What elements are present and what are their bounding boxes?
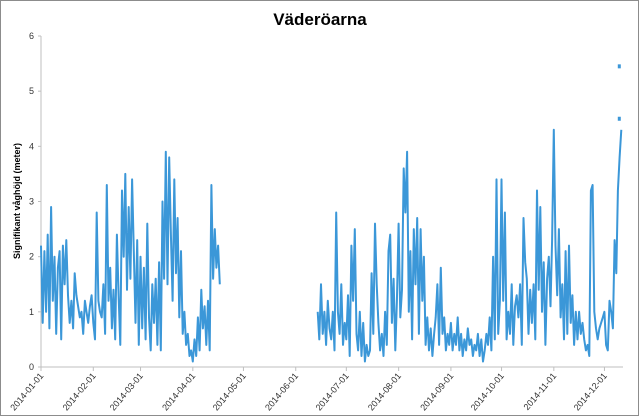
- y-tick-label: 5: [29, 86, 34, 96]
- x-tick-label: 2014-10-01: [469, 371, 506, 413]
- series-line-segment-1: [40, 150, 221, 363]
- x-tick-label: 2014-01-01: [8, 371, 45, 413]
- x-tick-label: 2014-02-01: [61, 371, 98, 413]
- chart-title: Väderöarna: [273, 10, 367, 29]
- x-tick-label: 2014-12-01: [572, 371, 609, 413]
- x-tick-label: 2014-07-01: [314, 371, 351, 413]
- x-tick-label: 2014-09-01: [418, 371, 455, 413]
- x-tick-label: 2014-05-01: [211, 371, 248, 413]
- x-tick-label: 2014-06-01: [263, 371, 300, 413]
- y-axis-label: Signifikant våghöjd (meter): [12, 143, 22, 259]
- y-tick-label: 6: [29, 31, 34, 41]
- y-tick-label: 0: [29, 362, 34, 372]
- y-tick-label: 3: [29, 197, 34, 207]
- x-tick-label: 2014-08-01: [366, 371, 403, 413]
- y-tick-label: 4: [29, 141, 34, 151]
- data-point: [617, 116, 621, 121]
- x-tick-label: 2014-03-01: [108, 371, 145, 413]
- y-tick-label: 2: [29, 252, 34, 262]
- series-line-segment-2: [316, 128, 623, 363]
- x-tick-label: 2014-04-01: [160, 371, 197, 413]
- x-tick-label: 2014-11-01: [522, 371, 559, 412]
- y-tick-label: 1: [29, 307, 34, 317]
- data-point: [617, 64, 621, 69]
